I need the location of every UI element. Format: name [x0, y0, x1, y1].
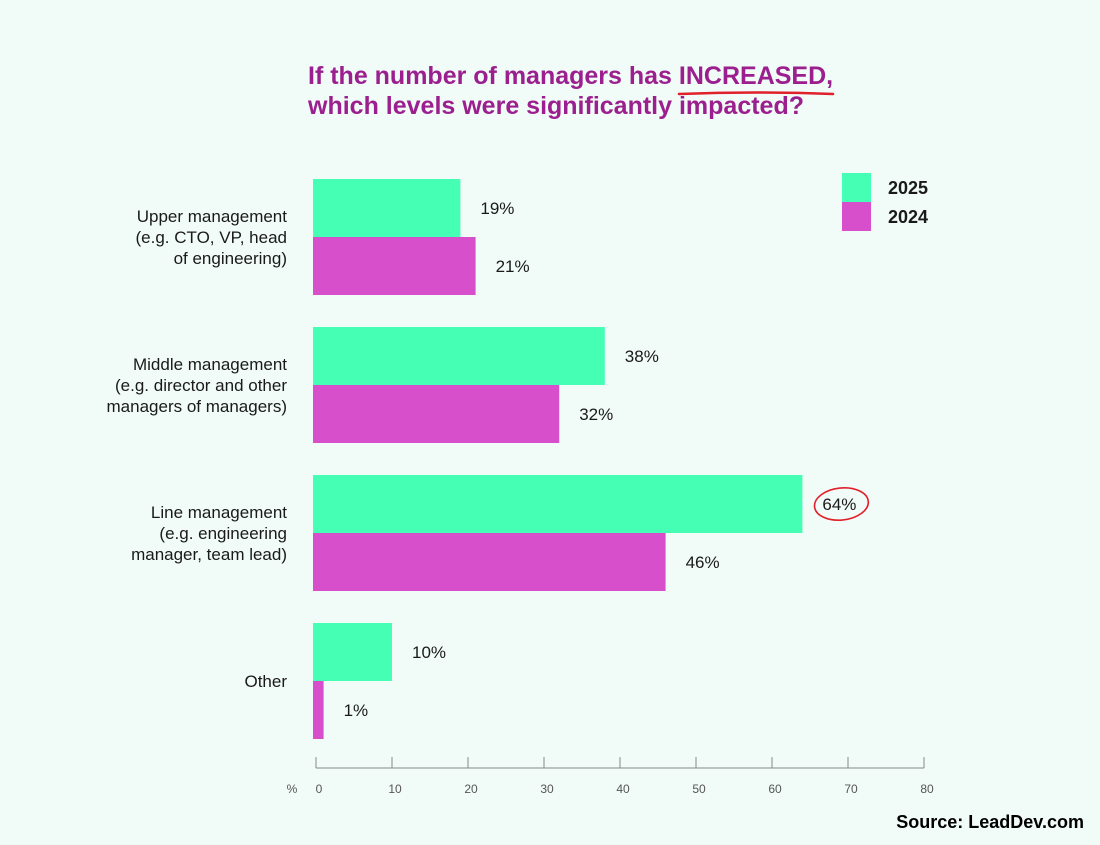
title-line2: which levels were significantly impacted…	[307, 92, 804, 120]
value-label-2025-0: 19%	[480, 199, 514, 218]
legend-swatch-2024	[842, 202, 871, 231]
value-label-2024-2: 46%	[686, 553, 720, 572]
bar-2024-2	[313, 533, 666, 591]
bar-2024-0	[313, 237, 476, 295]
x-axis: 0 10 20 30 40 50 60 70 80%	[287, 757, 934, 796]
bar-2025-3	[313, 623, 392, 681]
category-label-0: Upper management (e.g. CTO, VP, head of en…	[135, 207, 287, 268]
legend-label-2025: 2025	[888, 178, 928, 198]
x-axis-unit: %	[287, 782, 298, 796]
value-labels: 19% 21% 38% 32% 64% 46% 10% 1%	[344, 199, 870, 720]
bar-2024-3	[313, 681, 324, 739]
x-tick-label-50: 50	[692, 782, 706, 796]
bars-layer	[313, 179, 803, 739]
value-label-2025-3: 10%	[412, 643, 446, 662]
source-credit: Source: LeadDev.com	[896, 812, 1084, 832]
title-line1: If the number of managers has	[308, 62, 679, 90]
value-label-2024-1: 32%	[579, 405, 613, 424]
x-tick-label-60: 60	[768, 782, 782, 796]
bar-2025-1	[313, 327, 605, 385]
legend-swatch-2025	[842, 173, 871, 202]
svg-text:If the number of managers has: If the number of managers has INCREASED,	[308, 62, 833, 90]
value-label-2025-1: 38%	[625, 347, 659, 366]
category-labels: Upper management (e.g. CTO, VP, head of en…	[107, 207, 288, 691]
category-label-2: Line management (e.g. engineering manager,…	[131, 503, 287, 564]
bar-2025-0	[313, 179, 461, 237]
value-label-2024-0: 21%	[496, 257, 530, 276]
x-tick-label-0: 0	[316, 782, 323, 796]
legend: 2025 2024	[842, 173, 928, 231]
x-tick-label-40: 40	[616, 782, 630, 796]
highlight-circle	[813, 487, 870, 521]
category-label-1: Middle management (e.g. director and othe…	[107, 355, 288, 416]
x-tick-label-30: 30	[540, 782, 554, 796]
bar-2024-1	[313, 385, 560, 443]
x-tick-label-70: 70	[844, 782, 858, 796]
value-label-2025-2: 64%	[822, 495, 856, 514]
category-label-3: Other	[244, 672, 287, 691]
value-label-2024-3: 1%	[344, 701, 369, 720]
chart-title: If the number of managers has INCREASED,…	[307, 62, 835, 120]
bar-2025-2	[313, 475, 803, 533]
x-tick-label-10: 10	[388, 782, 402, 796]
legend-label-2024: 2024	[888, 207, 928, 227]
x-tick-label-20: 20	[464, 782, 478, 796]
x-tick-label-80: 80	[920, 782, 934, 796]
title-emphasis: INCREASED,	[679, 62, 833, 90]
title-underline-mark	[677, 91, 835, 96]
